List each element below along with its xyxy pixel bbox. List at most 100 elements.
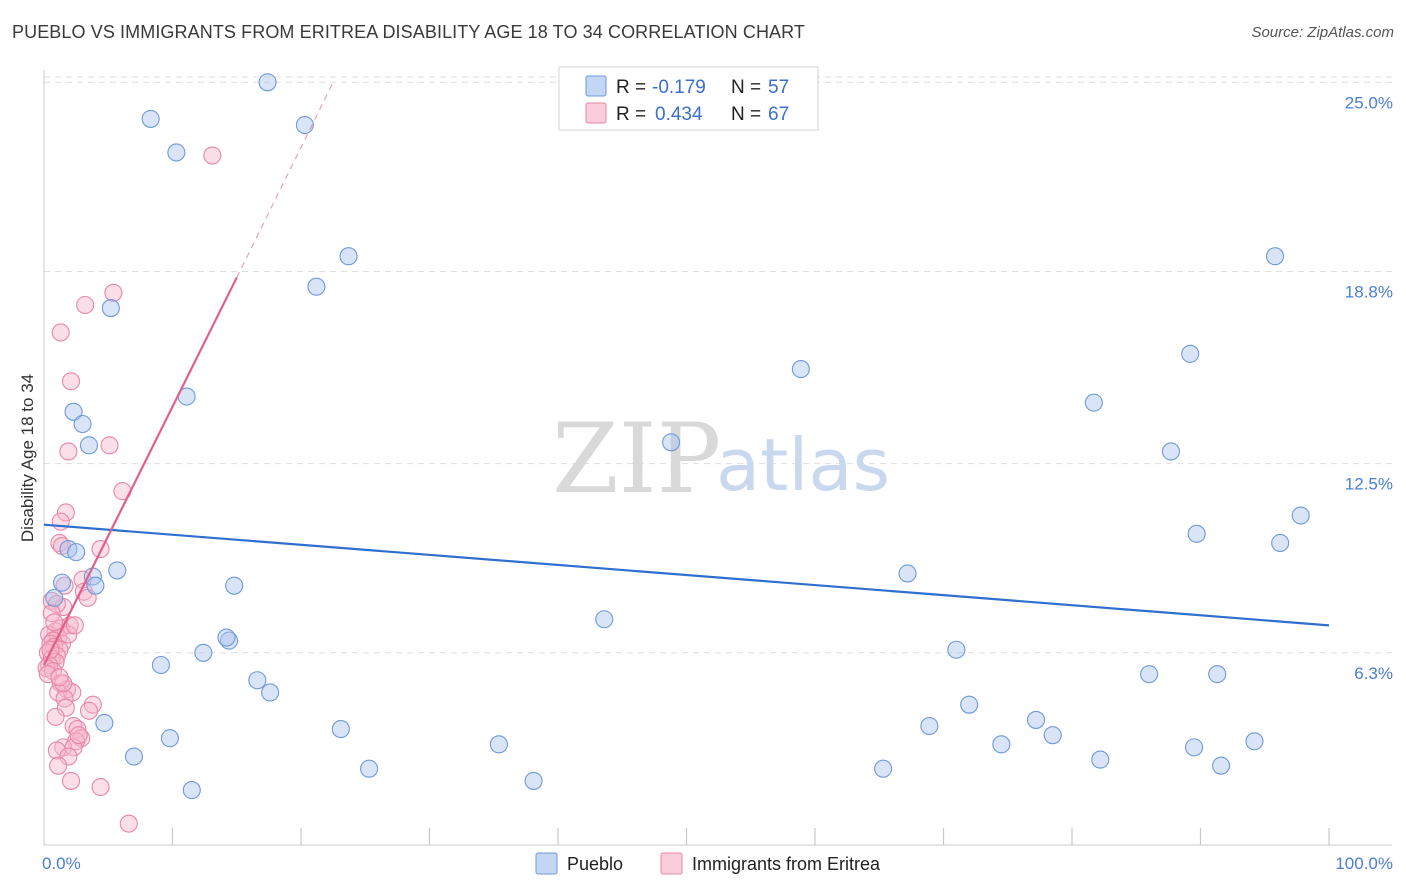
bottom-legend: Pueblo Immigrants from Eritrea — [535, 852, 881, 875]
pueblo-point-5 — [307, 277, 326, 296]
eritrea-points — [37, 146, 222, 833]
pueblo-point-50 — [1208, 665, 1227, 684]
bottom-legend-pueblo: Pueblo — [567, 854, 623, 874]
legend-n-value-2: 67 — [768, 104, 789, 125]
y-tick-label-0: 6.3% — [1354, 664, 1393, 683]
pueblo-point-15 — [52, 573, 72, 592]
y-axis-label: Disability Age 18 to 34 — [18, 374, 37, 542]
pueblo-point-14 — [86, 576, 105, 595]
pueblo-point-43 — [1084, 393, 1103, 412]
y-tick-label-3: 25.0% — [1345, 93, 1393, 112]
eritrea-point-6 — [59, 442, 78, 461]
bottom-legend-eritrea: Immigrants from Eritrea — [692, 854, 881, 874]
legend-n-value-1: 57 — [768, 77, 789, 98]
eritrea-point-9 — [51, 512, 70, 531]
x-tick-labels: 0.0% 100.0% — [42, 854, 1393, 873]
chart-source: Source: ZipAtlas.com — [1251, 24, 1394, 41]
pueblo-point-38 — [947, 640, 966, 659]
eritrea-point-63 — [50, 668, 69, 687]
pueblo-point-52 — [1245, 732, 1264, 751]
pueblo-trend-line — [43, 523, 1330, 627]
pueblo-point-6 — [101, 299, 120, 318]
legend-n-label-2: N = — [731, 104, 761, 125]
pueblo-point-37 — [920, 716, 939, 736]
pueblo-point-2 — [167, 143, 186, 162]
eritrea-point-2 — [76, 295, 95, 315]
pueblo-point-24 — [95, 713, 114, 733]
eritrea-point-54 — [49, 756, 68, 775]
bottom-legend-swatch-pueblo — [535, 852, 558, 875]
pueblo-point-16 — [45, 588, 64, 607]
chart-title: PUEBLO VS IMMIGRANTS FROM ERITREA DISABI… — [12, 22, 806, 42]
eritrea-point-4 — [61, 372, 81, 391]
eritrea-point-52 — [47, 741, 66, 760]
eritrea-point-57 — [119, 814, 138, 833]
legend-swatch-eritrea — [585, 102, 607, 124]
eritrea-point-48 — [72, 729, 91, 748]
legend-r-value-1: -0.179 — [652, 77, 706, 98]
legend-r-label-2: R = — [616, 104, 646, 125]
pueblo-point-10 — [79, 436, 99, 455]
pueblo-point-44 — [1091, 750, 1110, 769]
pueblo-point-3 — [295, 115, 314, 135]
pueblo-point-55 — [1291, 506, 1310, 525]
pueblo-point-20 — [194, 643, 213, 662]
pueblo-point-28 — [331, 720, 350, 739]
pueblo-point-18 — [219, 631, 239, 650]
pueblo-point-39 — [960, 695, 979, 714]
pueblo-point-4 — [339, 247, 358, 266]
pueblo-point-32 — [595, 610, 614, 629]
pueblo-point-0 — [258, 73, 277, 92]
eritrea-point-0 — [203, 146, 222, 165]
legend-r-label-1: R = — [616, 77, 646, 98]
eritrea-point-3 — [51, 323, 70, 342]
pueblo-point-23 — [261, 683, 280, 702]
eritrea-trend-line — [43, 277, 238, 666]
eritrea-point-5 — [100, 436, 119, 455]
eritrea-point-53 — [59, 747, 78, 766]
watermark-zip: ZIP — [552, 403, 721, 515]
legend-swatch-pueblo — [585, 75, 607, 97]
pueblo-point-47 — [1181, 344, 1200, 363]
eritrea-point-1 — [104, 283, 123, 302]
pueblo-point-49 — [1185, 738, 1204, 757]
pueblo-point-31 — [524, 771, 543, 790]
pueblo-point-19 — [217, 628, 236, 647]
pueblo-point-12 — [108, 561, 127, 580]
pueblo-point-35 — [898, 564, 917, 583]
pueblo-point-45 — [1140, 665, 1159, 684]
watermark-atlas: atlas — [716, 423, 890, 507]
eritrea-point-8 — [56, 503, 75, 522]
legend-n-label-1: N = — [731, 77, 761, 98]
pueblo-point-29 — [360, 759, 379, 778]
bottom-legend-swatch-eritrea — [660, 852, 683, 875]
pueblo-point-8 — [64, 402, 83, 421]
y-tick-labels: 6.3% 12.5% 18.8% 25.0% — [1345, 93, 1393, 682]
pueblo-point-30 — [489, 735, 508, 754]
y-tick-label-2: 18.8% — [1345, 282, 1393, 301]
eritrea-trend-extension — [236, 82, 334, 278]
eritrea-point-59 — [45, 613, 64, 632]
grid-lines — [44, 76, 1392, 654]
eritrea-point-64 — [69, 726, 88, 745]
eritrea-point-10 — [50, 533, 69, 553]
x-tick-label-1: 100.0% — [1335, 854, 1393, 873]
pueblo-point-21 — [151, 655, 170, 675]
pueblo-point-41 — [1026, 710, 1046, 729]
pueblo-point-27 — [182, 781, 201, 800]
pueblo-point-33 — [791, 360, 810, 379]
pueblo-point-53 — [1265, 247, 1285, 266]
eritrea-point-45 — [79, 701, 99, 720]
pueblo-point-46 — [1161, 442, 1180, 461]
x-tick-label-0: 0.0% — [42, 854, 81, 873]
eritrea-point-42 — [55, 689, 74, 708]
pueblo-point-40 — [992, 735, 1011, 754]
eritrea-point-55 — [61, 771, 81, 790]
eritrea-point-37 — [38, 665, 57, 684]
pueblo-point-1 — [141, 109, 160, 128]
pueblo-point-54 — [1271, 533, 1290, 553]
pueblo-point-26 — [160, 729, 179, 748]
pueblo-point-48 — [1187, 524, 1206, 543]
eritrea-point-44 — [56, 698, 75, 717]
